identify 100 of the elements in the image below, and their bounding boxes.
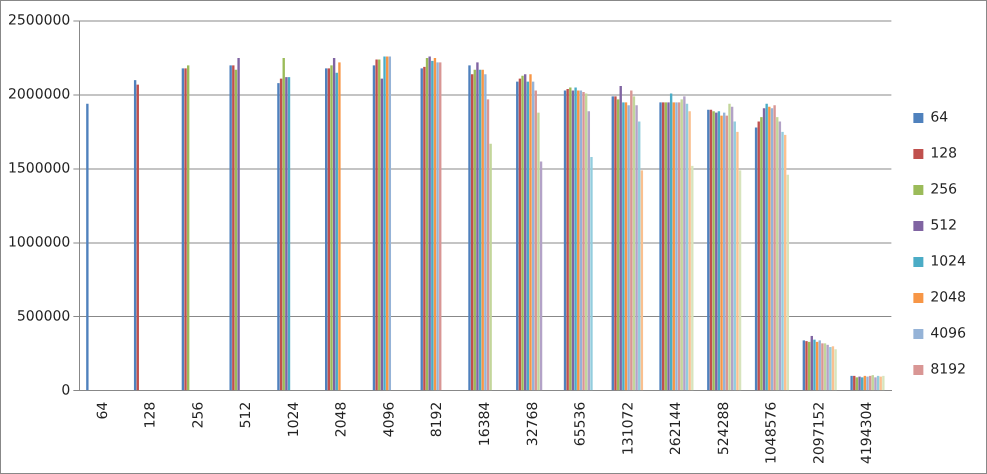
bar	[726, 116, 728, 390]
x-tick-label: 524288	[716, 402, 732, 456]
bar	[640, 170, 644, 390]
bar	[662, 102, 664, 390]
bar	[86, 104, 89, 390]
bar	[856, 377, 858, 390]
bar	[678, 102, 680, 390]
bar	[664, 102, 668, 390]
bar	[853, 376, 856, 390]
bar	[532, 82, 534, 390]
bar	[378, 59, 380, 390]
bar	[872, 375, 874, 390]
bar	[874, 377, 877, 390]
bar	[616, 99, 620, 390]
bar	[134, 80, 136, 390]
bar	[786, 174, 790, 390]
x-tick-label: 131072	[620, 402, 636, 456]
bar	[489, 144, 492, 390]
bar	[474, 70, 476, 390]
bar	[630, 90, 632, 390]
bar	[627, 105, 630, 390]
bar	[431, 60, 434, 390]
bar	[635, 105, 638, 390]
bar	[482, 70, 484, 390]
x-tick-label: 512	[238, 402, 254, 428]
bar	[868, 376, 872, 390]
legend-label: 4096	[930, 326, 966, 342]
bar	[518, 78, 522, 390]
bar	[736, 132, 739, 390]
bar	[723, 112, 726, 390]
bar	[802, 340, 806, 390]
bar	[688, 111, 691, 390]
bar	[861, 377, 864, 390]
x-tick-label: 262144	[668, 402, 684, 456]
bar	[229, 65, 232, 390]
y-tick-label: 2500000	[8, 12, 70, 29]
bar	[754, 127, 758, 390]
bar	[670, 93, 672, 390]
bar	[715, 112, 718, 390]
bar	[524, 74, 526, 390]
bar	[569, 88, 572, 390]
bar	[336, 72, 338, 390]
bar	[186, 65, 190, 390]
bar	[484, 74, 487, 390]
bar	[478, 70, 482, 390]
bar	[718, 111, 720, 390]
bar	[638, 122, 640, 390]
bar	[614, 96, 617, 390]
bar	[534, 90, 537, 390]
x-tick-label: 4096	[381, 402, 398, 438]
legend-label: 64	[930, 110, 948, 126]
bar	[540, 161, 542, 390]
x-tick-label: 256	[190, 402, 206, 428]
bar	[734, 122, 736, 390]
bar	[834, 349, 837, 390]
bar	[810, 336, 813, 390]
bar	[439, 62, 442, 390]
bar	[338, 62, 341, 390]
bar	[768, 106, 770, 390]
y-tick-label: 1000000	[8, 234, 70, 250]
bar	[136, 84, 139, 390]
bar	[375, 59, 378, 390]
bar	[428, 56, 431, 390]
bar	[707, 110, 710, 390]
legend-label: 1024	[930, 254, 966, 270]
bar	[612, 96, 614, 390]
bar	[280, 78, 282, 390]
bar	[620, 86, 622, 390]
bar	[470, 74, 474, 390]
bar	[758, 122, 760, 390]
y-tick-label: 500000	[16, 308, 70, 324]
bar	[826, 344, 829, 390]
x-tick-label: 128	[142, 402, 159, 428]
bar	[237, 58, 240, 390]
bar	[813, 340, 816, 390]
x-tick-label: 4194304	[859, 402, 876, 464]
bar	[712, 111, 715, 390]
x-tick-label: 2048	[334, 402, 350, 438]
bar	[818, 340, 821, 390]
bar	[584, 93, 588, 390]
bar	[730, 106, 734, 390]
legend-label: 8192	[930, 362, 966, 378]
bar	[876, 376, 880, 390]
bar	[423, 66, 426, 390]
y-tick-label: 1500000	[8, 160, 70, 176]
bar	[577, 90, 580, 390]
y-tick-label: 2000000	[8, 86, 70, 103]
bar	[622, 102, 625, 390]
bar	[282, 58, 285, 390]
bar	[380, 78, 384, 390]
bar	[277, 83, 280, 390]
bar	[672, 102, 675, 390]
bar	[680, 99, 683, 390]
x-tick-label: 65536	[572, 402, 589, 446]
bar	[328, 68, 330, 390]
bar	[386, 56, 388, 390]
y-tick-label: 0	[61, 382, 70, 398]
bar	[784, 134, 786, 390]
bar	[516, 82, 518, 390]
x-tick-label: 2097152	[811, 402, 828, 464]
